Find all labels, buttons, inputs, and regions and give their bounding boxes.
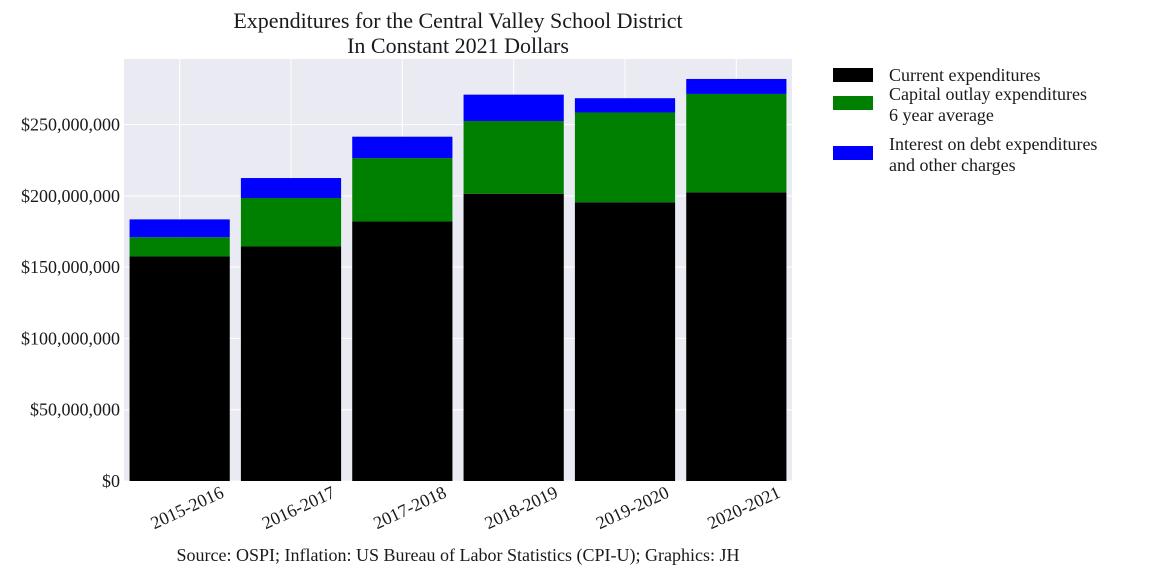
bar-2016-2017-series-0 (240, 246, 342, 481)
bar-2019-2020-series-0 (574, 202, 676, 482)
bar-2015-2016-series-1 (129, 237, 230, 257)
bar-2017-2018-series-0 (352, 221, 453, 481)
bar-2018-2019-series-1 (463, 121, 564, 194)
legend-label: Interest on debt expenditures and other c… (889, 134, 1097, 175)
chart-title: Expenditures for the Central Valley Scho… (233, 8, 682, 33)
y-tick-label: $50,000,000 (30, 400, 120, 420)
legend-swatch (833, 146, 873, 160)
plot-area (124, 59, 792, 481)
bar-2017-2018-series-2 (352, 136, 453, 159)
chart-subtitle: In Constant 2021 Dollars (347, 33, 569, 58)
legend-swatch (833, 96, 873, 110)
legend-label: Current expenditures (889, 65, 1040, 85)
bar-2020-2021-series-1 (686, 93, 787, 193)
bar-2017-2018-series-1 (352, 158, 453, 222)
y-tick-label: $200,000,000 (21, 186, 120, 206)
legend-swatch (833, 68, 873, 82)
bars (129, 78, 787, 482)
y-tick-label: $0 (102, 471, 120, 491)
bar-2015-2016-series-2 (129, 219, 230, 238)
y-tick-label: $250,000,000 (21, 115, 120, 135)
y-tick-label: $100,000,000 (21, 328, 120, 348)
x-tick-label: 2020-2021 (704, 482, 783, 533)
x-tick-label: 2016-2017 (259, 482, 338, 533)
x-axis: 2015-2016 2016-2017 2017-2018 2018-2019 2019… (148, 482, 784, 533)
x-tick-label: 2019-2020 (593, 482, 672, 533)
bar-2016-2017-series-1 (240, 198, 342, 247)
x-tick-label: 2017-2018 (370, 482, 449, 533)
y-axis: $0 $50,000,000 $100,000,000 $150,000,000 $20… (21, 115, 120, 491)
bar-2019-2020-series-2 (574, 98, 676, 113)
bar-2018-2019-series-0 (463, 193, 564, 481)
legend-label: Capital outlay expenditures 6 year averag… (889, 84, 1087, 125)
bar-2015-2016-series-0 (129, 256, 230, 481)
bar-2020-2021-series-2 (686, 78, 787, 94)
bar-2018-2019-series-2 (463, 94, 564, 122)
bar-2020-2021-series-0 (686, 192, 787, 482)
x-tick-label: 2015-2016 (148, 482, 227, 533)
bar-2016-2017-series-2 (240, 178, 342, 199)
bar-2019-2020-series-1 (574, 112, 676, 203)
y-tick-label: $150,000,000 (21, 257, 120, 277)
source-note: Source: OSPI; Inflation: US Bureau of La… (177, 545, 740, 566)
x-tick-label: 2018-2019 (482, 482, 561, 533)
